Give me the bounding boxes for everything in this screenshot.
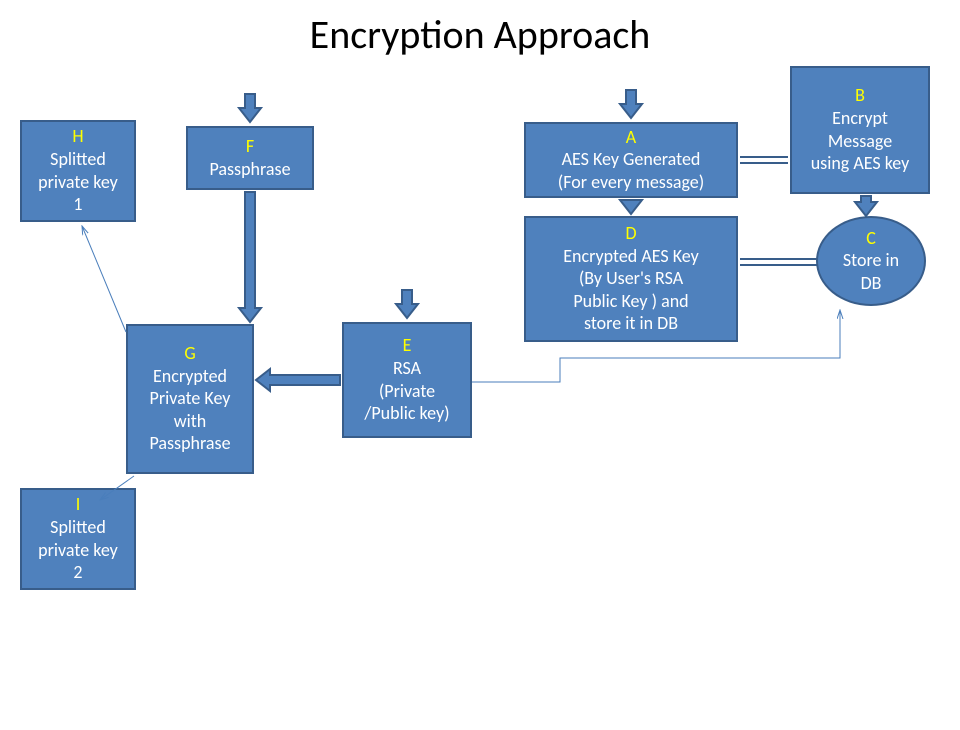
node-A-label: AES Key Generated (For every message): [558, 148, 704, 193]
double-line-A-B: [740, 157, 788, 163]
node-G: G Encrypted Private Key with Passphrase: [126, 324, 254, 474]
node-C: C Store in DB: [816, 216, 926, 306]
thick-arrow-F-to-G: [239, 192, 261, 322]
node-B-label: Encrypt Message using AES key: [811, 107, 910, 175]
node-F-letter: F: [246, 136, 254, 158]
node-C-letter: C: [866, 228, 876, 250]
node-C-label: Store in DB: [843, 249, 899, 294]
thick-arrow-B-to-C: [855, 196, 877, 216]
node-H: H Splitted private key 1: [20, 120, 136, 222]
node-D: D Encrypted AES Key (By User's RSA Publi…: [524, 216, 738, 342]
node-D-letter: D: [625, 223, 636, 245]
double-line-D-C: [740, 259, 818, 265]
node-A-letter: A: [626, 127, 636, 149]
node-B: B Encrypt Message using AES key: [790, 66, 930, 194]
node-H-label: Splitted private key 1: [38, 148, 118, 216]
thick-arrow-A-to-D: [620, 200, 642, 214]
node-F: F Passphrase: [186, 126, 314, 190]
node-D-label: Encrypted AES Key (By User's RSA Public …: [563, 245, 698, 335]
node-I-label: Splitted private key 2: [38, 516, 118, 584]
thick-arrow-into-E: [396, 290, 418, 318]
node-H-letter: H: [72, 126, 83, 148]
node-I: I Splitted private key 2: [20, 488, 136, 590]
node-F-label: Passphrase: [209, 158, 290, 181]
thin-arrow-G-to-H: [82, 226, 126, 332]
node-G-letter: G: [184, 343, 195, 365]
page-title: Encryption Approach: [0, 10, 960, 59]
node-E-label: RSA (Private /Public key): [364, 357, 449, 425]
node-B-letter: B: [855, 85, 865, 107]
node-E: E RSA (Private /Public key): [342, 322, 472, 438]
node-G-label: Encrypted Private Key with Passphrase: [149, 365, 230, 455]
node-E-letter: E: [403, 335, 412, 357]
node-A: A AES Key Generated (For every message): [524, 122, 738, 198]
thick-arrow-into-A: [620, 90, 642, 118]
node-I-letter: I: [76, 494, 81, 516]
thick-arrow-into-F: [239, 94, 261, 122]
thick-arrow-E-to-G: [256, 369, 340, 391]
